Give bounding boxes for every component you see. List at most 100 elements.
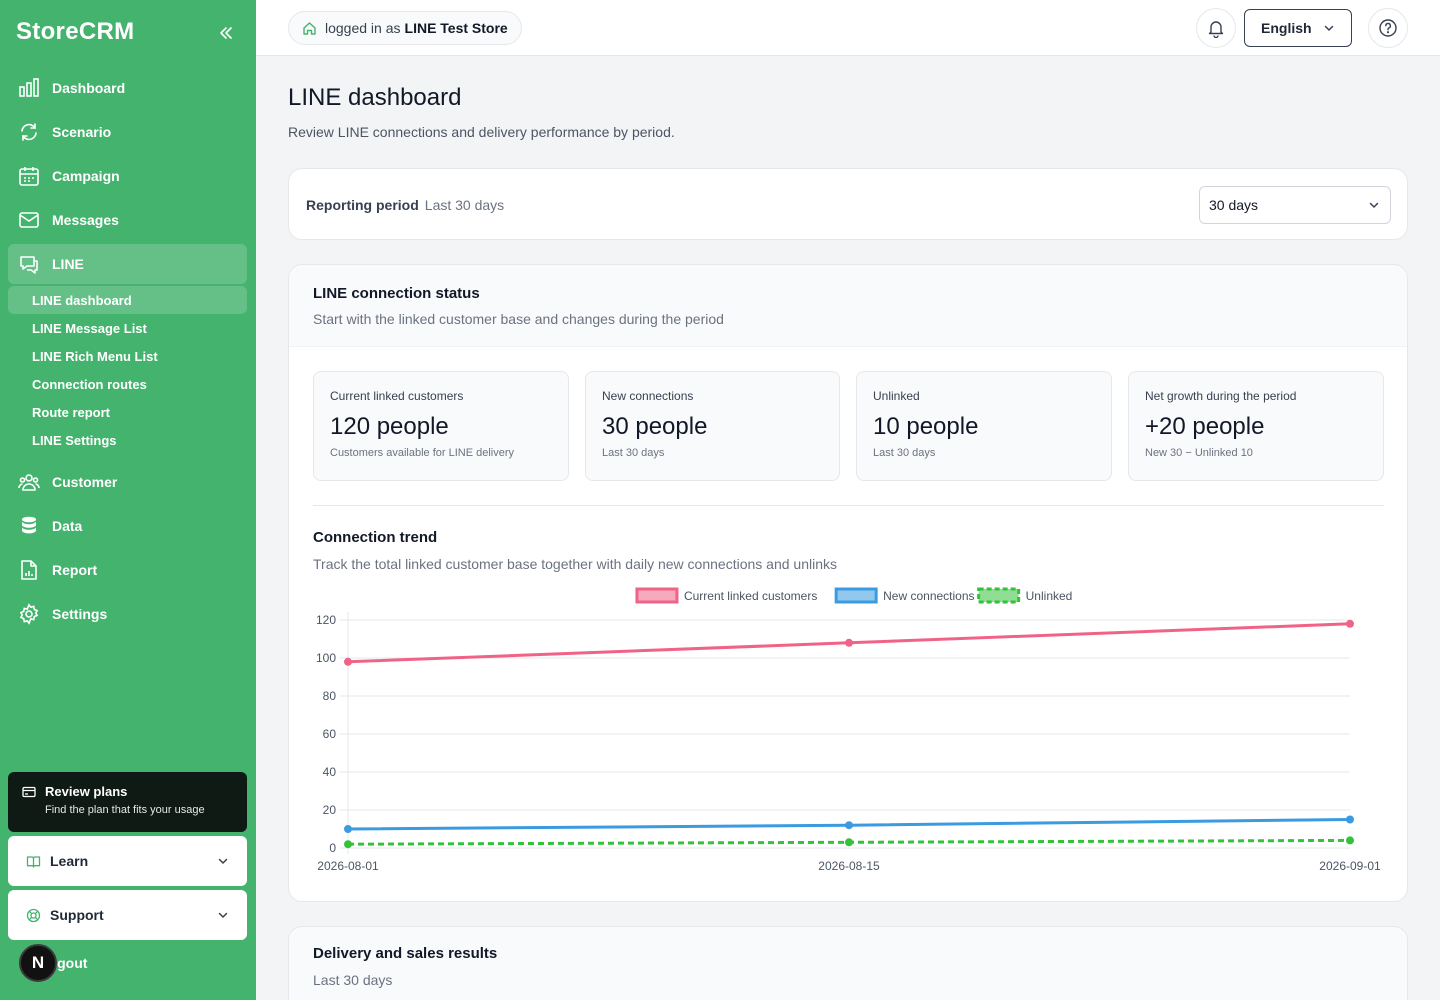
store-indicator: logged in as LINE Test Store (288, 11, 522, 45)
sidebar-item-label: Dashboard (52, 80, 126, 96)
sidebar-item-line[interactable]: LINE (8, 244, 247, 284)
line-connection-status-card: LINE connection status Start with the li… (288, 264, 1408, 902)
learn-label: Learn (50, 853, 89, 869)
calendar-icon (18, 165, 40, 187)
period-select[interactable]: 30 days (1199, 186, 1391, 224)
sidebar-item-report[interactable]: Report (8, 548, 247, 592)
review-plans-card[interactable]: Review plans Find the plan that fits you… (8, 772, 247, 832)
y-tick-label: 100 (316, 651, 336, 665)
top-bar: logged in as LINE Test Store English (256, 0, 1440, 56)
kpi-label: Unlinked (873, 389, 920, 403)
kpi-value: 30 people (602, 413, 708, 440)
legend-swatch (977, 587, 1021, 604)
review-plans-subtitle: Find the plan that fits your usage (45, 804, 205, 816)
kpi-current-linked: Current linked customers 120 people Cust… (313, 371, 569, 481)
submenu-connection-routes[interactable]: Connection routes (32, 376, 147, 392)
kpi-new-connections: New connections 30 people Last 30 days (585, 371, 840, 481)
language-select[interactable]: English (1244, 9, 1352, 47)
sidebar-item-label: Messages (52, 212, 119, 228)
sidebar-item-label: Settings (52, 606, 108, 622)
kpi-label: Current linked customers (330, 389, 464, 403)
y-tick-label: 120 (316, 613, 336, 627)
support-label: Support (50, 907, 104, 923)
sidebar: StoreCRM Dashboard Scenario Campaign Mes… (0, 0, 256, 1000)
sidebar-item-settings[interactable]: Settings (8, 592, 247, 636)
submenu-line-rich-menu-list[interactable]: LINE Rich Menu List (32, 348, 158, 364)
sidebar-item-campaign[interactable]: Campaign (8, 154, 247, 198)
notifications-button[interactable] (1196, 8, 1236, 48)
connection-trend-chart: 0 20 40 60 80 100 120 2026-08-01 2026-08-15 2026-… (316, 587, 1381, 873)
help-button[interactable] (1368, 8, 1408, 48)
period-select-value: 30 days (1209, 197, 1259, 213)
kpi-net-growth: Net growth during the period +20 people … (1128, 371, 1384, 481)
data-point (1346, 836, 1354, 845)
delivery-title: Delivery and sales results (313, 945, 498, 962)
refresh-icon (18, 121, 40, 143)
legend-label: New connections (883, 589, 974, 603)
page-subtitle: Review LINE connections and delivery per… (288, 124, 675, 140)
kpi-note: Last 30 days (873, 447, 936, 459)
kpi-unlinked: Unlinked 10 people Last 30 days (856, 371, 1112, 481)
data-point (1346, 619, 1354, 628)
sidebar-item-label: LINE (52, 256, 84, 272)
book-icon (26, 855, 41, 868)
y-tick-label: 20 (323, 803, 337, 817)
kpi-row: Current linked customers 120 people Cust… (313, 371, 1384, 481)
kpi-value: 10 people (873, 413, 979, 440)
reporting-period-label: Reporting period Last 30 days (306, 197, 504, 213)
kpi-label: Net growth during the period (1145, 389, 1297, 403)
report-icon (18, 559, 40, 581)
status-title: LINE connection status (313, 285, 480, 302)
sidebar-item-data[interactable]: Data (8, 504, 247, 548)
sidebar-item-label: Campaign (52, 168, 120, 184)
sidebar-item-messages[interactable]: Messages (8, 198, 247, 242)
avatar[interactable]: N (19, 944, 57, 982)
delivery-description: Last 30 days (313, 972, 393, 988)
line-submenu: LINE dashboard LINE Message List LINE Ri… (8, 286, 247, 460)
brand-logo: StoreCRM (16, 18, 135, 45)
data-point (845, 838, 853, 847)
reporting-period-value: Last 30 days (424, 197, 505, 213)
sidebar-item-label: Report (52, 562, 98, 578)
submenu-route-report[interactable]: Route report (32, 404, 110, 420)
submenu-line-settings[interactable]: LINE Settings (32, 432, 117, 448)
sidebar-item-dashboard[interactable]: Dashboard (8, 66, 247, 110)
chevron-down-icon (1324, 25, 1334, 32)
review-plans-title: Review plans (45, 784, 128, 799)
legend-label: Current linked customers (684, 589, 817, 603)
sidebar-item-scenario[interactable]: Scenario (8, 110, 247, 154)
trend-description: Track the total linked customer base tog… (313, 556, 837, 572)
kpi-note: New 30 − Unlinked 10 (1145, 447, 1253, 459)
sidebar-item-customer[interactable]: Customer (8, 460, 247, 504)
y-tick-label: 60 (323, 727, 337, 741)
data-point (845, 821, 853, 830)
chevron-down-icon (218, 858, 228, 865)
kpi-value: 120 people (330, 413, 449, 440)
learn-accordion[interactable]: Learn (8, 836, 247, 886)
database-icon (18, 515, 40, 537)
legend-swatch (834, 587, 878, 604)
kpi-value: +20 people (1145, 413, 1265, 440)
kpi-note: Customers available for LINE delivery (330, 447, 515, 459)
credit-card-icon (22, 786, 36, 797)
support-icon (26, 908, 41, 922)
home-icon (303, 21, 316, 35)
sidebar-item-label: Data (52, 518, 83, 534)
users-icon (18, 471, 40, 493)
kpi-note: Last 30 days (602, 447, 665, 459)
status-header: LINE connection status Start with the li… (289, 265, 1407, 347)
support-accordion[interactable]: Support (8, 890, 247, 940)
submenu-line-dashboard[interactable]: LINE dashboard (8, 286, 247, 314)
chevron-down-icon (218, 912, 228, 919)
legend-label: Unlinked (1026, 589, 1073, 603)
data-point (344, 840, 352, 849)
delivery-header: Delivery and sales results Last 30 days (289, 927, 1407, 1000)
divider (313, 505, 1384, 506)
data-point (845, 638, 853, 647)
submenu-line-message-list[interactable]: LINE Message List (32, 320, 147, 336)
delivery-results-card: Delivery and sales results Last 30 days (288, 926, 1408, 1000)
trend-title: Connection trend (313, 529, 438, 546)
collapse-sidebar-icon[interactable] (214, 22, 236, 44)
data-point (344, 825, 352, 833)
logged-in-prefix: logged in as (325, 20, 401, 36)
